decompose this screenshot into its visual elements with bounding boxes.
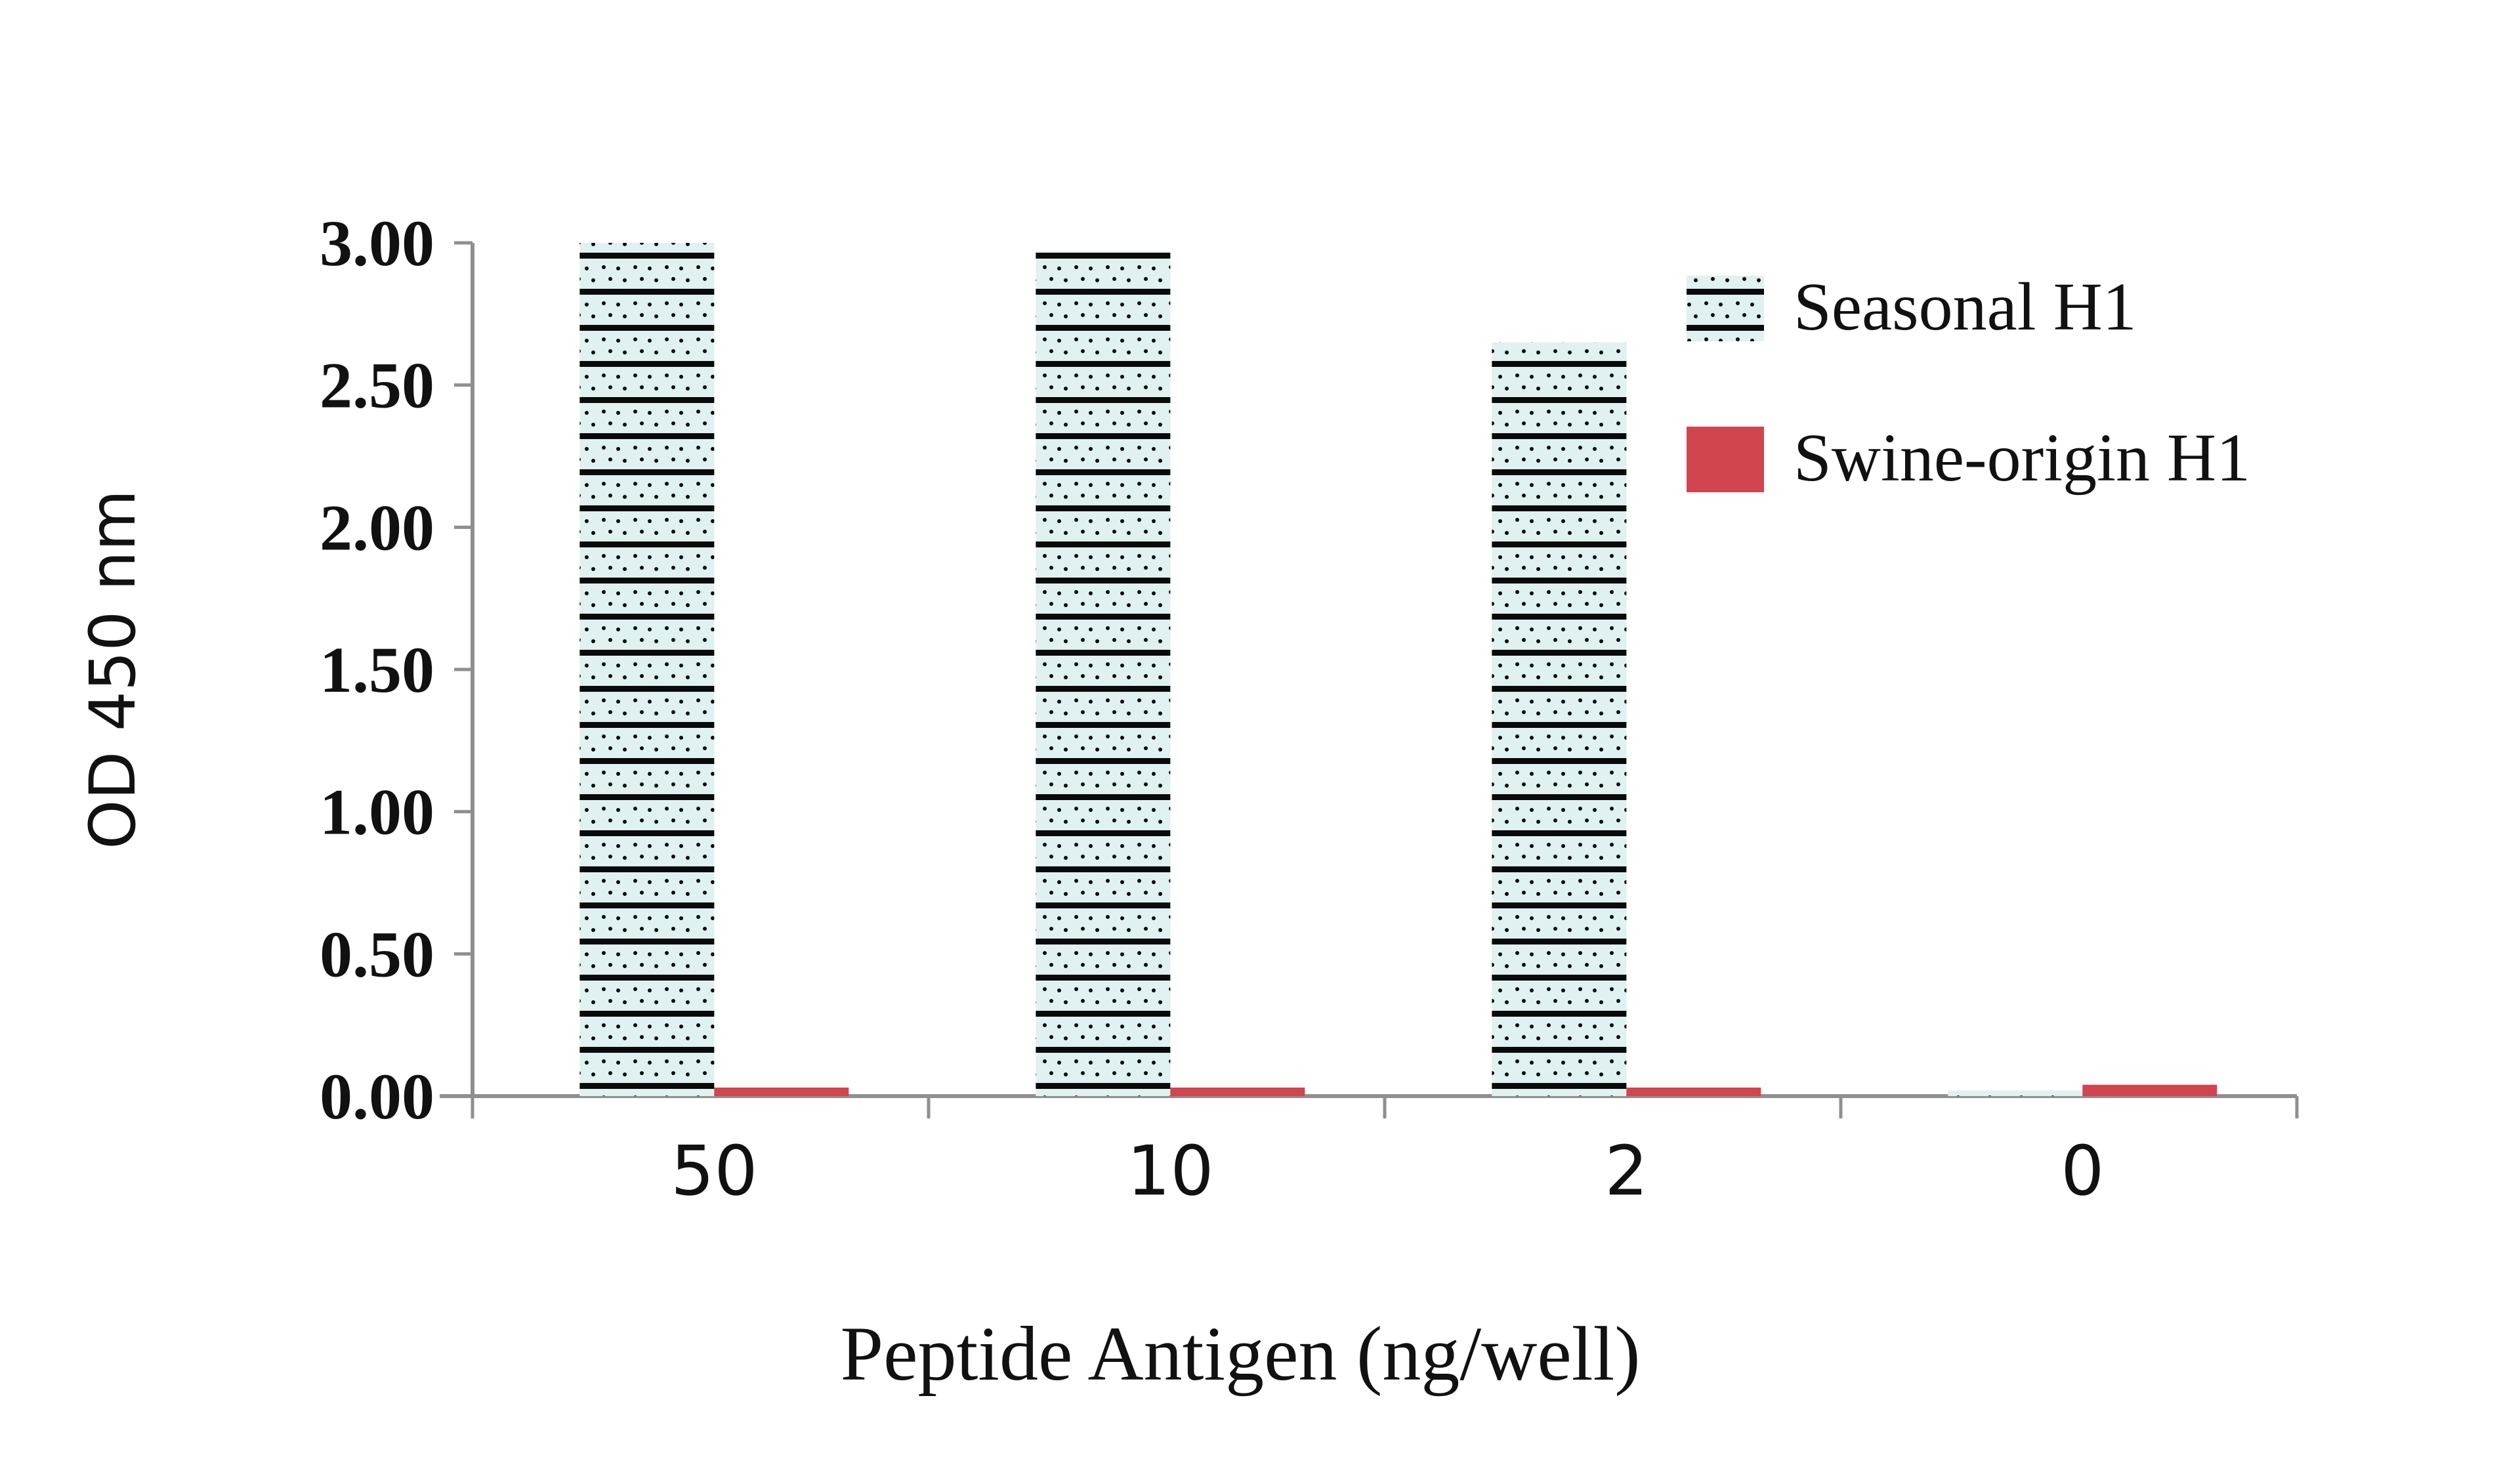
legend-label-swine-origin-h1: Swine-origin H1 (1794, 420, 2250, 496)
bar-seasonal-h1-2 (1492, 342, 1627, 1096)
x-tick-label: 10 (1127, 1131, 1213, 1211)
y-axis-ticks: 0.00 0.50 1.00 1.50 2.00 2.50 3.00 (320, 207, 472, 1133)
x-tick-label: 2 (1605, 1131, 1648, 1211)
y-tick-label: 1.00 (320, 776, 434, 849)
bar-seasonal-h1-0 (1948, 1090, 2083, 1096)
bar-seasonal-h1-50 (579, 243, 715, 1096)
x-axis-ticks (471, 1096, 2299, 1118)
bars: 50 10 2 0 (579, 243, 2217, 1211)
legend-swatch-swine-origin-h1 (1687, 427, 1764, 492)
y-tick-label: 0.00 (320, 1060, 434, 1133)
y-tick-label: 2.00 (320, 491, 434, 564)
legend: Seasonal H1 Swine-origin H1 (1687, 269, 2250, 496)
y-tick-label: 0.50 (320, 918, 434, 990)
legend-swatch-seasonal-h1 (1687, 276, 1764, 341)
bar-seasonal-h1-10 (1036, 251, 1171, 1096)
bar-swine-origin-h1-50 (714, 1088, 849, 1096)
bar-swine-origin-h1-0 (2082, 1084, 2217, 1096)
x-axis-label: Peptide Antigen (ng/well) (840, 1311, 1640, 1397)
y-tick-label: 2.50 (320, 349, 434, 422)
y-axis-label: OD 450 nm (76, 490, 150, 849)
bar-swine-origin-h1-10 (1170, 1088, 1305, 1096)
axes: 0.00 0.50 1.00 1.50 2.00 2.50 3.00 (320, 207, 2299, 1133)
y-tick-label: 3.00 (320, 207, 434, 280)
legend-label-seasonal-h1: Seasonal H1 (1794, 269, 2137, 345)
x-tick-label: 0 (2061, 1131, 2104, 1211)
x-tick-label: 50 (671, 1131, 757, 1211)
y-tick-label: 1.50 (320, 633, 434, 706)
bar-swine-origin-h1-2 (1626, 1088, 1761, 1096)
